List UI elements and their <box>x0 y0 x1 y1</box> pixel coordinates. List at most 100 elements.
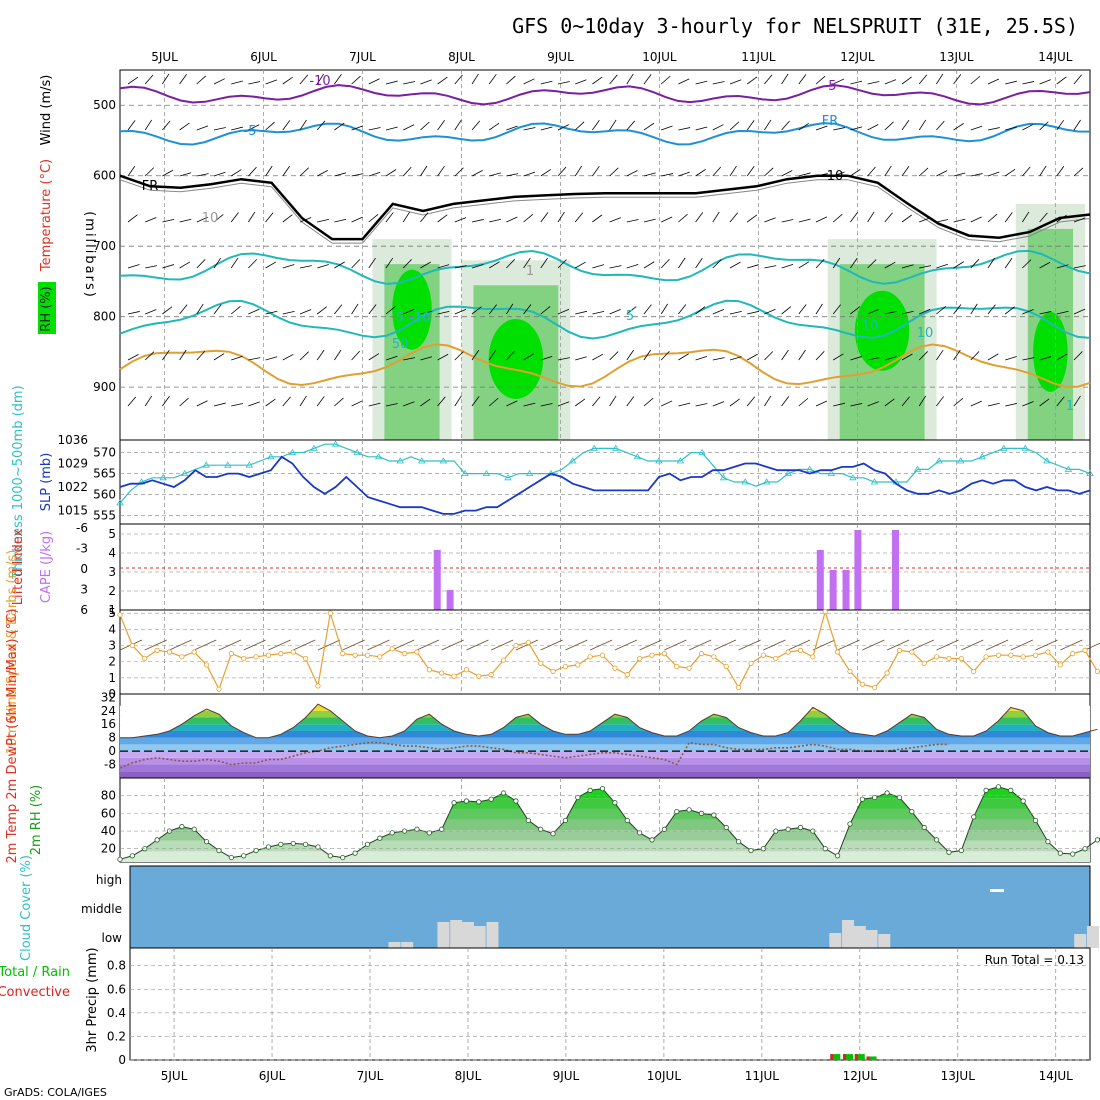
wind-barb <box>317 169 328 177</box>
wind-barb <box>403 401 415 407</box>
wind-barb <box>729 165 737 177</box>
wind-speed-point <box>463 667 470 673</box>
wind-barb <box>334 74 342 85</box>
wind-barb <box>385 126 398 131</box>
wind-barb <box>1056 76 1067 85</box>
rh-point <box>525 817 531 824</box>
wind-speed-point <box>760 652 766 658</box>
wind-barb <box>626 264 639 269</box>
wind-barb <box>798 172 811 177</box>
wind-barb <box>368 257 376 269</box>
wind-speed-point <box>674 663 680 670</box>
wind-barb <box>592 120 600 131</box>
wind-barb <box>575 261 586 269</box>
wind-barb <box>231 403 244 407</box>
wind-barb <box>884 79 897 85</box>
wind-speed-point <box>933 654 940 660</box>
wind-barb <box>506 350 515 361</box>
wind-barb <box>127 120 136 131</box>
contour-label: FR <box>822 114 839 129</box>
wind-barb <box>919 308 931 315</box>
contour-label: 5 <box>626 309 634 324</box>
wind-barb <box>523 171 536 177</box>
wind-barb <box>317 219 330 223</box>
wind-barb <box>901 166 910 177</box>
wind-barb <box>661 125 673 131</box>
cape-bar <box>829 570 837 610</box>
wind-barb <box>867 259 877 269</box>
wind-barb <box>781 396 790 407</box>
rh-point <box>389 830 395 836</box>
temp-tick-label: 8 <box>108 731 116 745</box>
wind-speed-point <box>835 649 841 655</box>
wind-barb <box>506 173 519 177</box>
temp-band-bg <box>120 710 1090 716</box>
temp-band-bg <box>120 705 1090 711</box>
surface-wind-barb <box>1060 639 1083 651</box>
wind-barb <box>850 126 863 131</box>
wind-speed-point <box>315 683 321 689</box>
wind-barb <box>1073 217 1086 223</box>
wind-barb <box>626 349 634 361</box>
wind-barb <box>850 212 858 223</box>
surface-wind-barb <box>862 639 885 651</box>
wind-barb <box>1056 264 1069 269</box>
wind-barb <box>282 165 291 177</box>
wind-speed-point <box>166 649 173 655</box>
wind-barb <box>609 395 617 407</box>
wind-barb <box>850 403 863 407</box>
thickness-point <box>784 469 792 476</box>
rh-point <box>587 787 593 793</box>
wind-barb <box>798 122 809 131</box>
contour-label: 10 <box>862 319 879 334</box>
wind-barb <box>781 73 789 85</box>
wind-barb <box>695 212 704 223</box>
surface-wind-barb <box>837 639 860 651</box>
wind-barb <box>540 257 548 269</box>
wind-tick-label: 3 <box>108 639 116 653</box>
thickness-point <box>353 448 361 455</box>
wind-barb <box>678 78 690 85</box>
slp-line <box>119 455 1091 515</box>
cloud-axis-label: Cloud Cover (%) <box>19 855 34 961</box>
surface-wind-barb <box>466 639 489 651</box>
temperature-legend-label: Temperature (°C) <box>39 159 54 272</box>
wind-barb <box>987 78 1000 85</box>
contour-label: 10 <box>917 326 934 341</box>
surface-wind-barb <box>392 639 415 651</box>
wind-barb <box>127 354 139 361</box>
wind-barb <box>489 172 501 177</box>
cape-tick-label: 2 <box>108 584 116 598</box>
wind-barb <box>420 356 433 361</box>
rh-point <box>921 824 927 831</box>
wind-speed-point <box>1020 654 1026 660</box>
wind-barb <box>351 216 363 223</box>
thickness-point <box>806 465 814 472</box>
wind-speed-point <box>624 672 630 678</box>
date-tick-bottom: 6JUL <box>259 1069 286 1083</box>
wind-barb <box>936 349 944 361</box>
wind-tick-label: 0 <box>108 687 116 701</box>
pressure-tick-label: 800 <box>93 310 116 324</box>
wind-barb <box>798 349 806 361</box>
freezing-level-line <box>119 174 1091 241</box>
date-tick-top: 11JUL <box>741 50 776 64</box>
rh-point <box>686 807 692 813</box>
contour-label: 5 <box>396 311 404 326</box>
wind-barb <box>987 171 1000 177</box>
wind-barb <box>1039 121 1049 131</box>
wind-barb <box>574 165 583 177</box>
cape-bar <box>892 530 900 610</box>
precip-bar-convective <box>866 1056 870 1060</box>
wind-barb <box>488 397 499 407</box>
wind-barb <box>351 400 363 407</box>
wind-speed-point <box>278 651 284 657</box>
wind-speed-point <box>117 612 123 618</box>
wind-barb <box>127 264 140 269</box>
thickness-tick-label: 560 <box>93 488 116 502</box>
wind-barb <box>179 304 188 315</box>
wind-barb <box>265 398 276 407</box>
wind-barb <box>815 173 828 177</box>
wind-speed-point <box>859 681 865 687</box>
wind-barb <box>987 304 996 315</box>
